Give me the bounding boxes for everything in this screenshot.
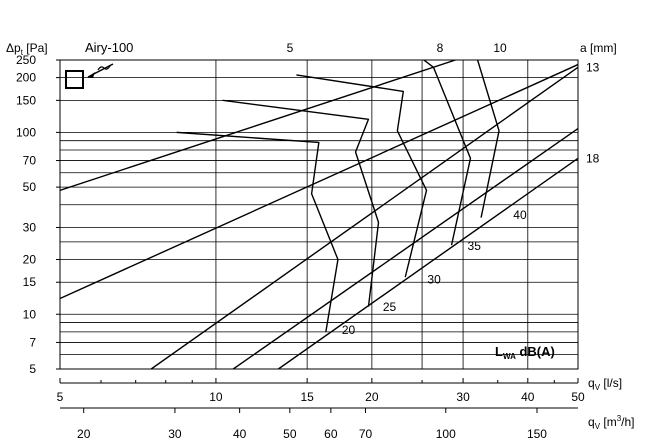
sound-contour-label: 20 (342, 323, 356, 337)
damper-line (277, 157, 578, 369)
x-tick-label-ls: 15 (300, 390, 314, 404)
sound-contour (222, 99, 380, 307)
y-tick-label: 30 (23, 220, 37, 234)
a-opening-label: 5 (287, 41, 294, 55)
x-tick-label-ls: 30 (456, 390, 470, 404)
product-title: Airy-100 (85, 40, 133, 55)
damper-line (232, 127, 578, 369)
damper-line (60, 60, 456, 192)
y-axis-title: Δpt [Pa] (6, 41, 48, 57)
x-tick-label-ls: 50 (571, 390, 585, 404)
x-axis-title-m3h: qV [m3/h] (588, 414, 635, 431)
x-axis-title-ls: qV [l/s] (588, 376, 622, 392)
damper-line-label: 18 (586, 151, 600, 165)
y-tick-label: 15 (23, 275, 37, 289)
damper-arrowhead-icon (88, 72, 95, 78)
sound-contour (476, 60, 500, 218)
sound-contour (176, 131, 339, 332)
lwa-label: LWA dB(A) (495, 344, 555, 361)
a-opening-label: 10 (493, 41, 507, 55)
a-opening-label: 8 (437, 41, 444, 55)
damper-line-label: 13 (586, 60, 600, 74)
sound-contour (423, 60, 472, 246)
damper-spring-icon (97, 65, 111, 71)
x-tick-label-m3h: 20 (77, 427, 91, 441)
sound-contour-label: 30 (427, 272, 441, 286)
x-tick-label-ls: 10 (209, 390, 223, 404)
x-tick-label-ls: 20 (365, 390, 379, 404)
x-tick-label-m3h: 30 (168, 427, 182, 441)
y-tick-label: 70 (23, 154, 37, 168)
y-tick-label: 150 (16, 93, 36, 107)
y-tick-label: 250 (16, 53, 36, 67)
damper-line (60, 63, 578, 300)
y-tick-label: 5 (29, 362, 36, 376)
sound-contour-label: 40 (513, 208, 527, 222)
sound-contour (296, 74, 428, 278)
sound-contour-label: 35 (468, 239, 482, 253)
x-tick-label-m3h: 50 (283, 427, 297, 441)
y-tick-label: 10 (23, 307, 37, 321)
damper-symbol-icon (65, 70, 84, 89)
x-tick-label-m3h: 150 (527, 427, 547, 441)
a-axis-title: a [mm] (580, 41, 617, 55)
y-tick-label: 7 (29, 335, 36, 349)
x-tick-label-m3h: 40 (233, 427, 247, 441)
x-tick-label-ls: 5 (57, 390, 64, 404)
x-tick-label-m3h: 100 (436, 427, 456, 441)
x-tick-label-ls: 40 (521, 390, 535, 404)
y-tick-label: 100 (16, 125, 36, 139)
y-tick-label: 20 (23, 253, 37, 267)
sound-contour-label: 25 (383, 300, 397, 314)
plot-frame (59, 59, 579, 370)
damper-line (150, 66, 578, 369)
y-tick-label: 200 (16, 71, 36, 85)
x-tick-label-m3h: 60 (324, 427, 338, 441)
y-tick-label: 50 (23, 180, 37, 194)
x-tick-label-m3h: 70 (359, 427, 373, 441)
